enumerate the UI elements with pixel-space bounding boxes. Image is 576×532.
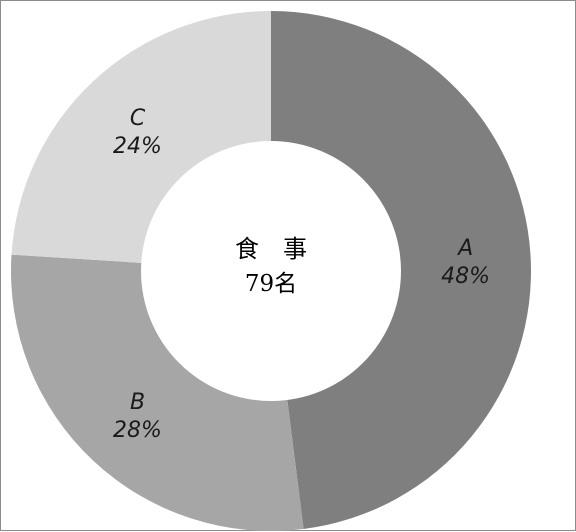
slice-value-c: 24% xyxy=(113,134,162,159)
slice-a xyxy=(271,11,532,529)
slice-value-a: 48% xyxy=(441,264,490,289)
center-title: 食 事 xyxy=(235,235,307,263)
center-count: 79名 xyxy=(245,271,297,297)
slice-value-b: 28% xyxy=(113,418,162,443)
slice-label-c: C xyxy=(130,106,146,131)
donut-hole xyxy=(141,141,401,401)
slice-label-a: A xyxy=(456,236,473,261)
slice-labels: A 48% B 28% C 24% xyxy=(113,106,490,443)
slice-label-b: B xyxy=(130,390,145,415)
